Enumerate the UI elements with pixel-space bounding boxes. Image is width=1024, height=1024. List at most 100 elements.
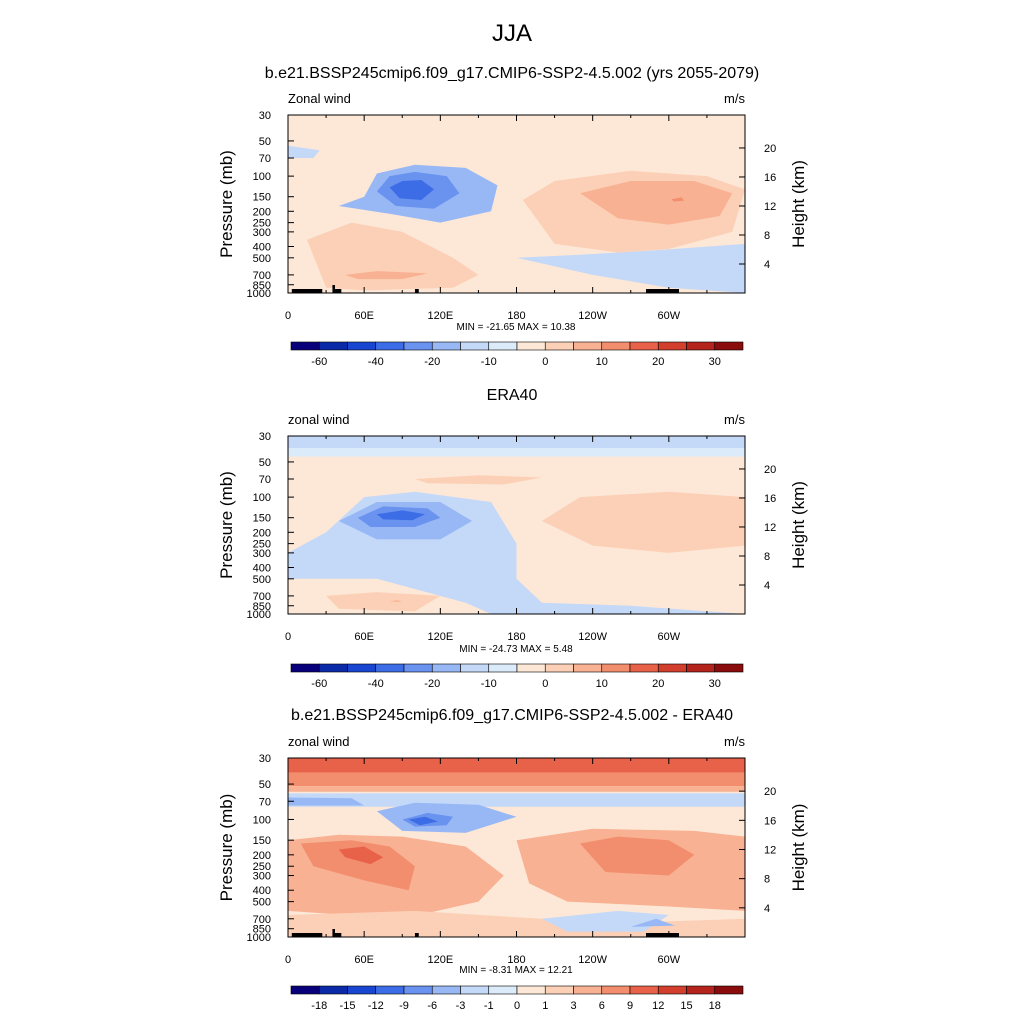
- height-tick-label: 8: [764, 230, 770, 242]
- y-tick-label: 500: [253, 574, 271, 586]
- colorbar-swatch: [318, 985, 348, 995]
- topography-block: [334, 933, 342, 937]
- colorbar-swatch: [347, 341, 377, 351]
- y-tick-label: 100: [253, 814, 271, 826]
- y-tick-label: 30: [259, 753, 271, 765]
- x-tick-label: 120W: [578, 631, 607, 643]
- height-tick-label: 8: [764, 874, 770, 886]
- colorbar-swatch: [460, 663, 490, 673]
- y-axis-title: Pressure (mb): [217, 150, 236, 258]
- panel-variable-label: Zonal wind: [288, 91, 351, 106]
- colorbar-label: 10: [596, 356, 608, 368]
- panel-title: b.e21.BSSP245cmip6.f09_g17.CMIP6-SSP2-4.…: [265, 65, 760, 82]
- colorbar-label: 9: [627, 1000, 633, 1012]
- x-tick-label: 60E: [354, 310, 374, 322]
- contour-region: [300, 840, 415, 891]
- y-tick-label: 250: [253, 861, 271, 873]
- y-tick-label: 400: [253, 562, 271, 574]
- colorbar-swatch: [431, 663, 461, 673]
- y-tick-label: 30: [259, 110, 271, 122]
- colorbar-label: 20: [652, 356, 664, 368]
- topography-block: [291, 933, 323, 937]
- colorbar-swatch: [403, 985, 433, 995]
- y-tick-label: 500: [253, 253, 271, 265]
- colorbar-swatch: [629, 341, 659, 351]
- contour-region: [671, 197, 685, 202]
- colorbar-swatch: [686, 663, 716, 673]
- height-tick-label: 16: [764, 172, 776, 184]
- height-tick-label: 20: [764, 464, 776, 476]
- colorbar-swatch: [290, 985, 320, 995]
- y-tick-label: 1000: [247, 609, 271, 621]
- contour-region: [516, 243, 745, 293]
- contour-region: [580, 836, 695, 876]
- colorbar-label: -10: [481, 356, 497, 368]
- x-tick-label: 60W: [658, 954, 681, 966]
- height-axis-title: Height (km): [789, 804, 808, 892]
- colorbar-label: 6: [599, 1000, 605, 1012]
- x-tick-label: 120E: [427, 954, 453, 966]
- panel-title: ERA40: [487, 387, 538, 404]
- height-tick-label: 8: [764, 551, 770, 563]
- contour-region: [288, 786, 745, 792]
- x-tick-label: 0: [285, 631, 291, 643]
- contour-region: [326, 592, 441, 612]
- colorbar-swatch: [488, 663, 518, 673]
- colorbar-label: 12: [652, 1000, 664, 1012]
- colorbar-swatch: [657, 341, 687, 351]
- colorbar-label: -20: [424, 356, 440, 368]
- topography-block: [414, 933, 419, 937]
- colorbar-swatch: [460, 341, 490, 351]
- colorbar-swatch: [516, 663, 546, 673]
- min-max-stats: MIN = -24.73 MAX = 5.48: [459, 644, 573, 655]
- y-tick-label: 400: [253, 241, 271, 253]
- y-tick-label: 850: [253, 924, 271, 936]
- x-tick-label: 180: [507, 310, 525, 322]
- y-tick-label: 30: [259, 431, 271, 443]
- y-tick-label: 100: [253, 171, 271, 183]
- colorbar-swatch: [290, 663, 320, 673]
- colorbar-swatch: [714, 341, 744, 351]
- colorbar-swatch: [573, 663, 603, 673]
- colorbar-label: 0: [542, 356, 548, 368]
- y-tick-label: 700: [253, 914, 271, 926]
- colorbar-label: -10: [481, 678, 497, 690]
- x-tick-label: 0: [285, 310, 291, 322]
- colorbar-swatch: [714, 663, 744, 673]
- colorbar-label: -6: [427, 1000, 437, 1012]
- y-tick-label: 70: [259, 153, 271, 165]
- contour-region: [345, 271, 428, 280]
- colorbar-label: 18: [709, 1000, 721, 1012]
- colorbar-swatch: [347, 985, 377, 995]
- panel-units-label: m/s: [724, 734, 745, 749]
- colorbar-label: 1: [542, 1000, 548, 1012]
- contour-region: [389, 600, 403, 602]
- colorbar-label: -40: [368, 356, 384, 368]
- contour-region: [338, 846, 384, 865]
- colorbar-swatch: [601, 663, 631, 673]
- colorbar-swatch: [573, 341, 603, 351]
- contour-region: [288, 797, 365, 806]
- y-tick-label: 400: [253, 885, 271, 897]
- y-tick-label: 850: [253, 280, 271, 292]
- contour-fills: [288, 758, 745, 937]
- topography-block: [291, 289, 323, 293]
- topography-block: [645, 933, 679, 937]
- colorbar-swatch: [347, 663, 377, 673]
- colorbar-swatch: [601, 985, 631, 995]
- x-tick-label: 120E: [427, 631, 453, 643]
- x-tick-label: 120W: [578, 954, 607, 966]
- y-tick-label: 70: [259, 474, 271, 486]
- height-tick-label: 16: [764, 493, 776, 505]
- contour-fills: [288, 115, 745, 293]
- x-tick-label: 180: [507, 631, 525, 643]
- colorbar-swatch: [686, 341, 716, 351]
- x-tick-label: 180: [507, 954, 525, 966]
- colorbar-swatch: [544, 663, 574, 673]
- contour-fills: [288, 436, 745, 614]
- x-tick-label: 120W: [578, 310, 607, 322]
- topography-block: [332, 285, 335, 293]
- colorbar-swatch: [657, 663, 687, 673]
- x-tick-label: 60W: [658, 310, 681, 322]
- height-axis-title: Height (km): [789, 481, 808, 569]
